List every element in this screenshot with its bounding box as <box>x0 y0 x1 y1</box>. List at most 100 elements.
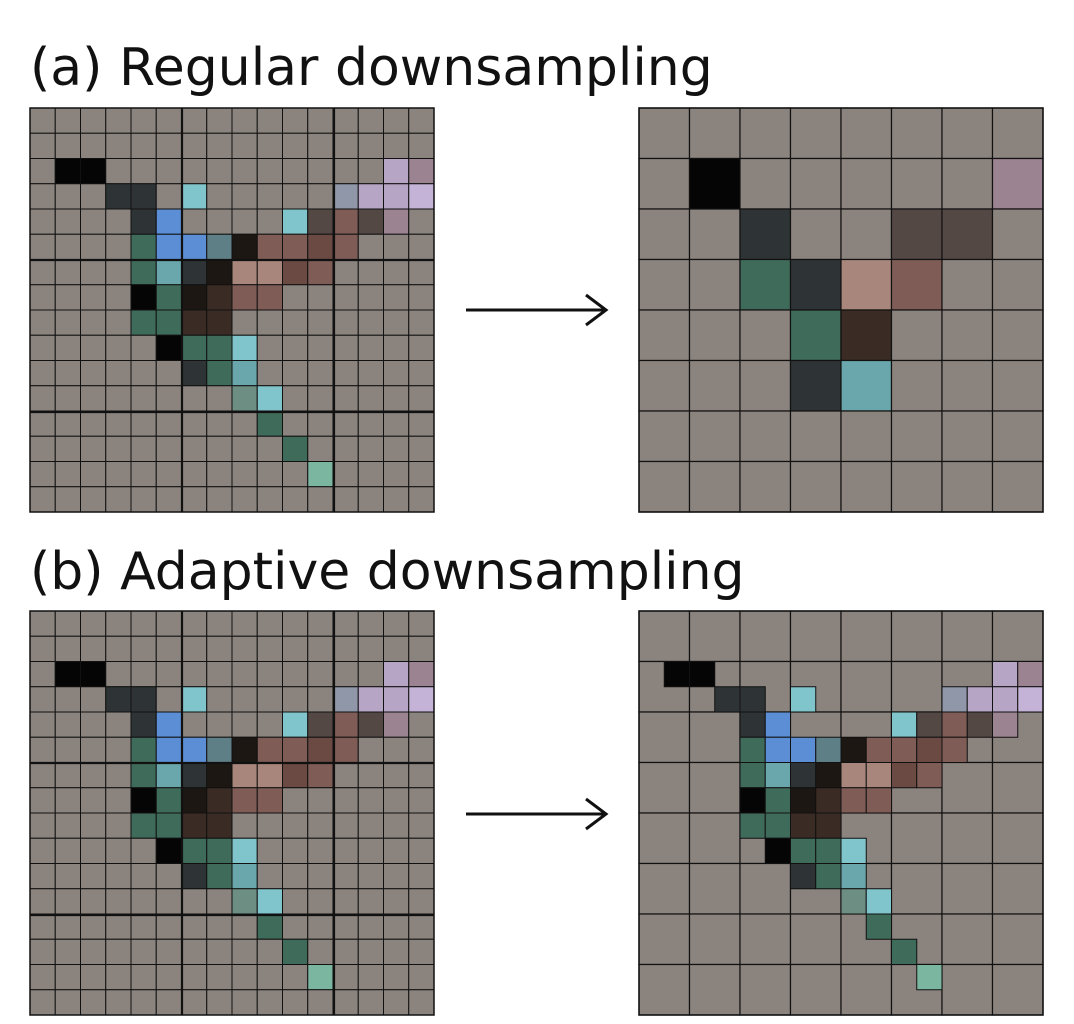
input-pixel-cell <box>181 360 208 387</box>
input-pixel-cell <box>332 686 359 713</box>
input-pixel-cell <box>54 334 81 361</box>
output-pixel-cell <box>941 107 994 160</box>
input-pixel-cell <box>181 787 208 814</box>
input-pixel-cell <box>130 132 157 159</box>
input-pixel-cell <box>155 938 182 965</box>
input-pixel-cell <box>383 610 410 637</box>
output-pixel-cell <box>638 410 691 463</box>
input-pixel-cell <box>206 762 233 789</box>
input-pixel-cell <box>206 107 233 134</box>
input-pixel-cell <box>130 158 157 185</box>
input-pixel-cell <box>307 989 334 1016</box>
output-pixel-cell <box>688 460 741 513</box>
output-block <box>789 963 842 1016</box>
output-block <box>840 963 893 1016</box>
input-pixel-cell <box>105 284 132 311</box>
input-pixel-cell <box>80 938 107 965</box>
input-pixel-cell <box>256 711 283 738</box>
output-pixel-cell <box>941 359 994 412</box>
input-pixel-cell <box>408 812 435 839</box>
input-pixel-cell <box>408 309 435 336</box>
output-block <box>789 610 842 663</box>
input-pixel-cell <box>408 183 435 210</box>
input-pixel-cell <box>54 938 81 965</box>
input-pixel-cell <box>105 635 132 662</box>
input-pixel-cell <box>155 913 182 940</box>
input-pixel-cell <box>206 208 233 235</box>
input-pixel-cell <box>231 486 258 513</box>
input-pixel-cell <box>256 360 283 387</box>
output-pixel <box>992 711 1019 738</box>
output-pixel <box>739 711 766 738</box>
output-pixel-cell <box>789 157 842 210</box>
input-pixel-cell <box>408 385 435 412</box>
input-pixel-cell <box>231 964 258 991</box>
input-pixel-cell <box>130 736 157 763</box>
input-pixel-cell <box>105 435 132 462</box>
input-pixel-cell <box>357 812 384 839</box>
input-pixel-cell <box>357 888 384 915</box>
input-pixel-cell <box>332 334 359 361</box>
input-pixel-cell <box>105 686 132 713</box>
input-pixel-cell <box>155 183 182 210</box>
input-pixel-cell <box>383 736 410 763</box>
output-pixel <box>815 837 842 864</box>
input-pixel-cell <box>29 913 56 940</box>
output-pixel <box>891 736 918 763</box>
input-pixel-cell <box>282 686 309 713</box>
input-pixel-cell <box>282 762 309 789</box>
input-pixel-cell <box>332 284 359 311</box>
input-pixel-cell <box>80 461 107 488</box>
input-pixel-cell <box>130 938 157 965</box>
input-pixel-cell <box>181 107 208 134</box>
input-pixel-cell <box>256 461 283 488</box>
input-pixel-cell <box>256 989 283 1016</box>
input-pixel-cell <box>256 486 283 513</box>
input-pixel-cell <box>231 183 258 210</box>
input-pixel-cell <box>383 385 410 412</box>
input-pixel-cell <box>130 183 157 210</box>
input-pixel-cell <box>80 486 107 513</box>
input-pixel-cell <box>105 461 132 488</box>
output-pixel-cell <box>890 359 943 412</box>
input-pixel-cell <box>383 812 410 839</box>
input-pixel-cell <box>80 635 107 662</box>
input-pixel-cell <box>54 158 81 185</box>
input-pixel-cell <box>282 435 309 462</box>
input-pixel-cell <box>383 837 410 864</box>
input-pixel-cell <box>130 913 157 940</box>
output-pixel-cell <box>789 460 842 513</box>
input-pixel-cell <box>54 385 81 412</box>
input-pixel-cell <box>408 435 435 462</box>
input-pixel-cell <box>29 410 56 437</box>
input-pixel-cell <box>357 107 384 134</box>
input-pixel-cell <box>307 686 334 713</box>
output-pixel <box>790 812 817 839</box>
input-pixel-cell <box>29 435 56 462</box>
input-pixel-cell <box>105 736 132 763</box>
input-pixel-cell <box>29 762 56 789</box>
output-block <box>638 610 691 663</box>
input-pixel-cell <box>155 334 182 361</box>
input-pixel-cell <box>54 964 81 991</box>
output-pixel-cell <box>840 309 893 362</box>
input-pixel-cell <box>383 711 410 738</box>
input-pixel-cell <box>155 208 182 235</box>
input-pixel-cell <box>80 158 107 185</box>
input-pixel-cell <box>357 183 384 210</box>
output-block <box>991 963 1044 1016</box>
output-pixel <box>941 711 968 738</box>
input-pixel-cell <box>54 233 81 260</box>
input-pixel-cell <box>408 461 435 488</box>
input-pixel-cell <box>282 837 309 864</box>
input-pixel-cell <box>383 989 410 1016</box>
output-block <box>638 812 691 865</box>
input-pixel-cell <box>357 913 384 940</box>
output-pixel <box>689 661 716 688</box>
input-pixel-cell <box>54 635 81 662</box>
input-pixel-cell <box>332 711 359 738</box>
input-pixel-cell <box>80 233 107 260</box>
input-pixel-cell <box>383 158 410 185</box>
output-pixel <box>865 913 892 940</box>
input-pixel-cell <box>256 259 283 286</box>
